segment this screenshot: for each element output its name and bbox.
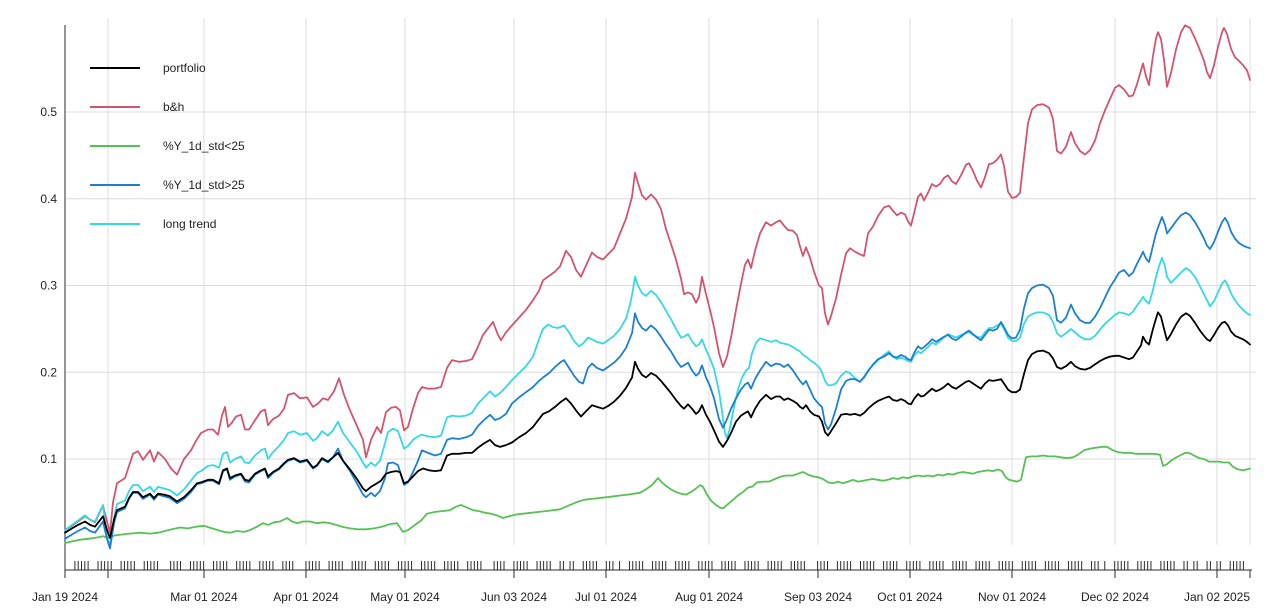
legend-line-swatch-bh [90, 105, 140, 108]
legend-item-long-trend[interactable]: long trend [90, 204, 245, 243]
legend-label-std-gt-25: %Y_1d_std>25 [163, 177, 245, 192]
y-tick-label: 0.4 [40, 192, 57, 206]
x-tick-label: Apr 01 2024 [273, 590, 339, 604]
legend-line-swatch-std-gt-25 [90, 183, 140, 186]
legend-item-bh[interactable]: b&h [90, 87, 245, 126]
y-tick-label: 0.1 [40, 452, 57, 466]
x-tick-label: Sep 03 2024 [784, 590, 852, 604]
x-tick-label: Aug 01 2024 [675, 590, 743, 604]
legend-label-portfolio: portfolio [163, 60, 206, 75]
x-tick-label: Jul 01 2024 [575, 590, 637, 604]
series-line-portfolio [64, 311, 1251, 539]
y-tick-label: 0.3 [40, 279, 57, 293]
series-line-long-trend [64, 256, 1251, 547]
legend-item-std-gt-25[interactable]: %Y_1d_std>25 [90, 165, 245, 204]
legend-label-std-lt-25: %Y_1d_std<25 [163, 138, 245, 153]
legend-line-swatch-std-lt-25 [90, 144, 140, 147]
x-tick-label: Mar 01 2024 [170, 590, 238, 604]
y-tick-label: 0.2 [40, 365, 57, 379]
x-tick-label: Oct 01 2024 [877, 590, 943, 604]
x-tick-label: Jun 03 2024 [481, 590, 547, 604]
series-line-b-h [64, 24, 1251, 534]
series-line--y-1d-std-25 [64, 211, 1251, 550]
legend-label-long-trend: long trend [163, 216, 217, 231]
x-tick-label: Jan 02 2025 [1184, 590, 1250, 604]
legend-label-bh: b&h [163, 99, 185, 114]
x-tick-label: Jan 19 2024 [32, 590, 98, 604]
x-tick-label: Nov 01 2024 [978, 590, 1046, 604]
legend-item-portfolio[interactable]: portfolio [90, 48, 245, 87]
series-line--y-1d-std-25 [64, 445, 1251, 544]
x-tick-label: May 01 2024 [370, 590, 440, 604]
x-tick-label: Dec 02 2024 [1081, 590, 1149, 604]
legend-line-swatch-portfolio [90, 66, 140, 69]
legend-line-swatch-long-trend [90, 222, 140, 225]
legend-item-std-lt-25[interactable]: %Y_1d_std<25 [90, 126, 245, 165]
y-tick-label: 0.5 [40, 105, 57, 119]
